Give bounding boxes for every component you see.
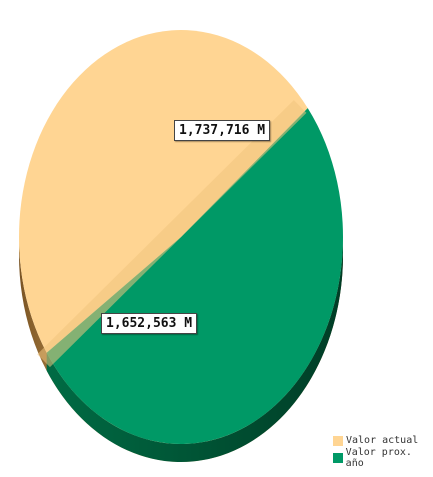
pie-slice-shading: [37, 100, 307, 368]
chart-legend: Valor actual Valor prox. año: [333, 432, 433, 469]
legend-label-valor-actual: Valor actual: [346, 435, 419, 446]
legend-swatch-valor-actual: [333, 435, 343, 446]
data-label-valor-actual: 1,652,563 M: [101, 313, 198, 334]
legend-swatch-valor-prox: [333, 452, 343, 463]
data-label-valor-prox: 1,737,716 M: [174, 120, 271, 141]
legend-label-valor-prox: Valor prox. año: [345, 446, 412, 469]
pie-slice-valor-prox: [46, 108, 344, 445]
legend-item-valor-actual: Valor actual: [333, 432, 433, 449]
pie-slice-valor-actual: [19, 29, 308, 353]
legend-item-valor-prox: Valor prox. año: [333, 446, 433, 469]
